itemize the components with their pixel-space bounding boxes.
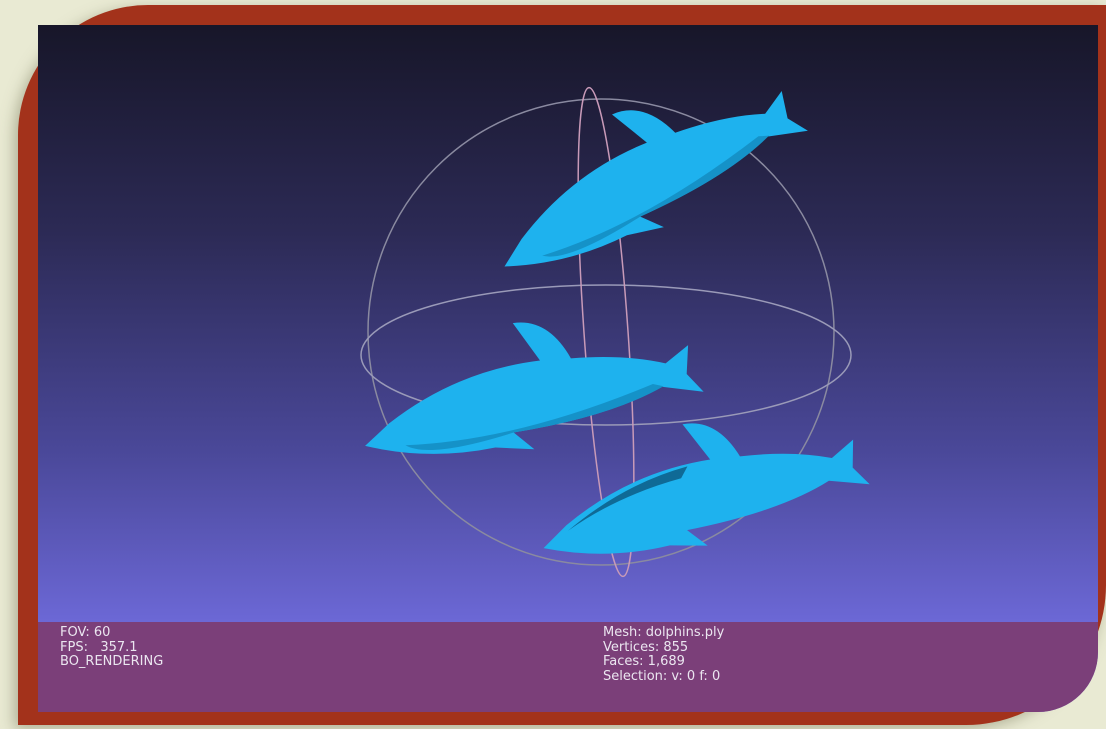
info-line: Selection: v: 0 f: 0 bbox=[603, 670, 724, 685]
page: {"info": {"left": ["FOV: 60", "FPS: 357.… bbox=[0, 0, 1106, 729]
info-line: BO_RENDERING bbox=[60, 655, 163, 670]
info-line: Faces: 1,689 bbox=[603, 655, 724, 670]
dolphins bbox=[344, 34, 873, 592]
info-line: FPS: 357.1 bbox=[60, 641, 163, 656]
info-line: Vertices: 855 bbox=[603, 641, 724, 656]
info-line: FOV: 60 bbox=[60, 626, 163, 641]
info-line: Mesh: dolphins.ply bbox=[603, 626, 724, 641]
scene bbox=[38, 25, 1098, 625]
